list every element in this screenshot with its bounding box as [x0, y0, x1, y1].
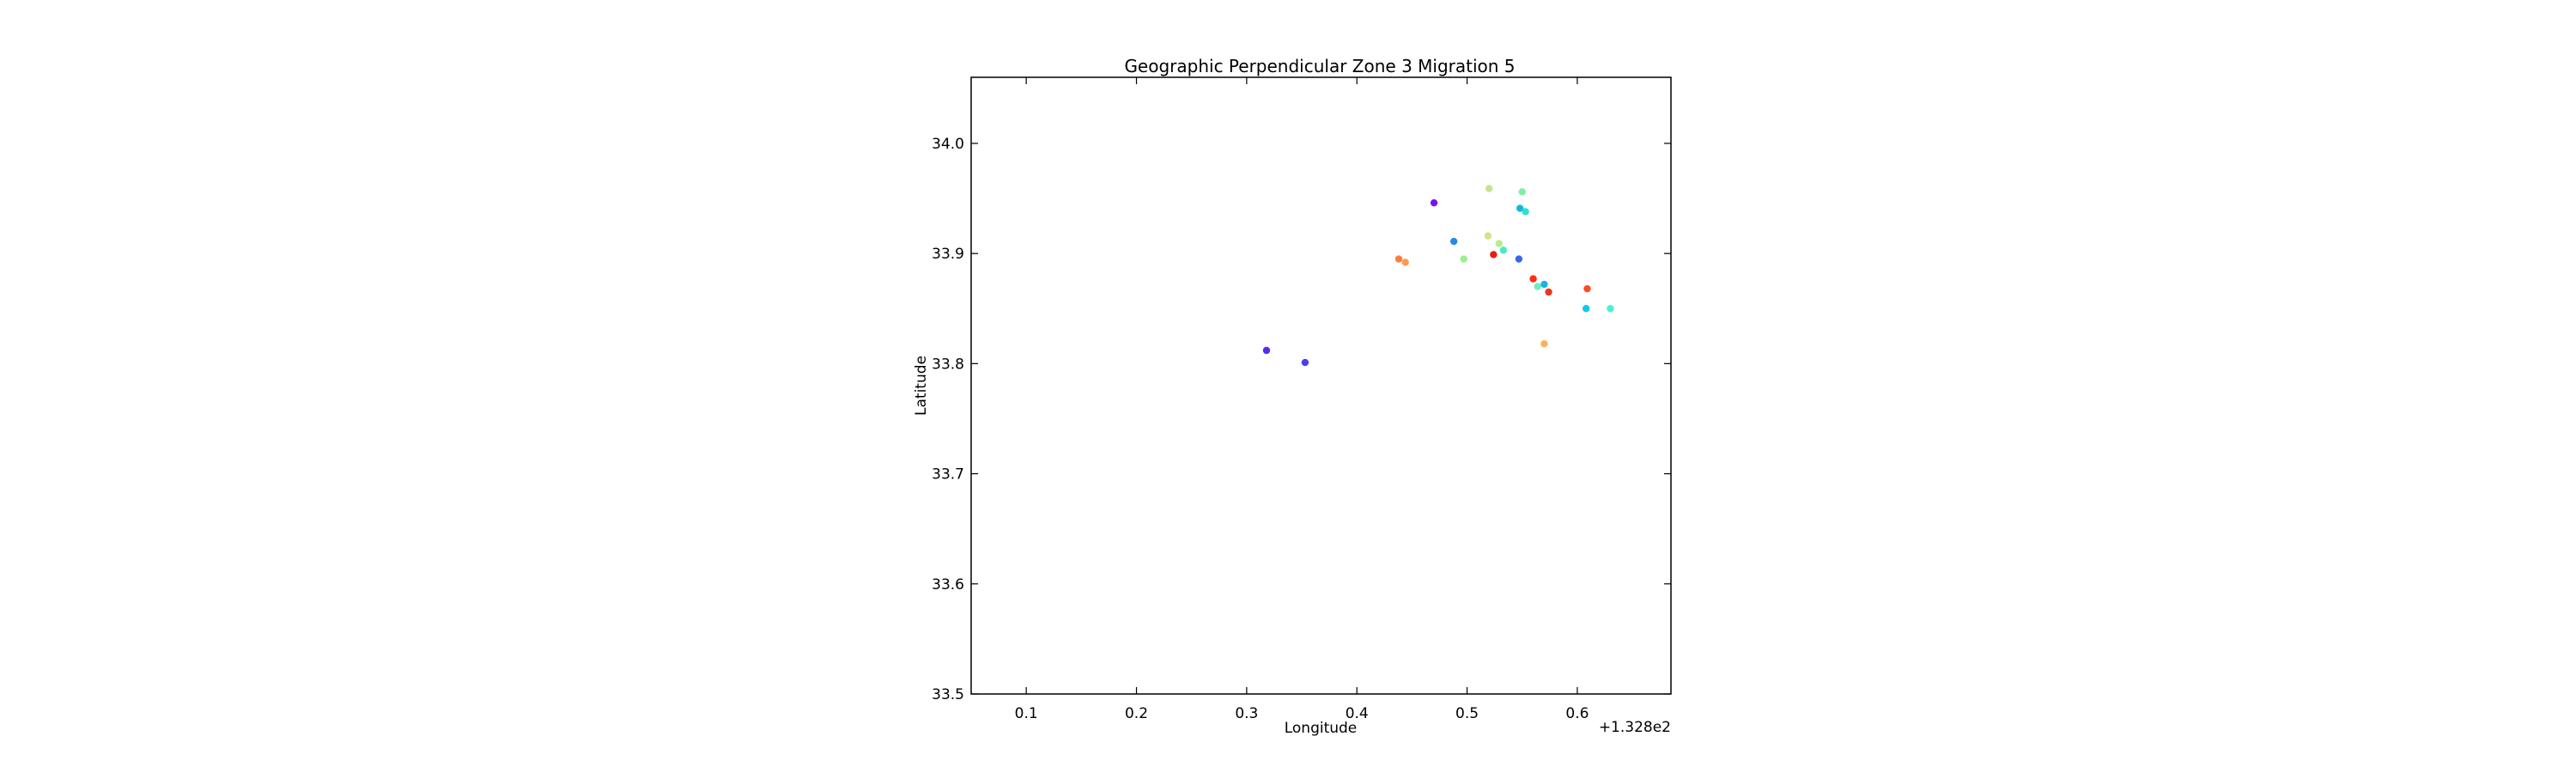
scatter-point [1430, 198, 1438, 207]
scatter-point [1484, 232, 1492, 240]
scatter-point [1516, 204, 1524, 212]
y-axis-title: Latitude [913, 356, 930, 416]
y-tick-label: 33.5 [932, 686, 964, 703]
x-axis-title: Longitude [1285, 720, 1358, 737]
scatter-point [1583, 284, 1591, 293]
scatter-point [1529, 275, 1537, 283]
scatter-point [1490, 251, 1498, 259]
scatter-point [1495, 240, 1503, 247]
data-points [1262, 185, 1614, 367]
x-tick-label: 0.6 [1565, 705, 1589, 722]
y-tick-label: 33.8 [932, 356, 964, 373]
scatter-point [1518, 188, 1526, 196]
y-tick-label: 34.0 [932, 136, 964, 153]
x-tick-label: 0.1 [1015, 705, 1038, 722]
y-tick-label: 33.6 [932, 576, 964, 593]
x-axis-offset-label: +1.328e2 [1599, 719, 1671, 736]
x-tick-label: 0.4 [1346, 705, 1369, 722]
chart-title: Geographic Perpendicular Zone 3 Migratio… [1124, 56, 1515, 76]
x-tick-label: 0.3 [1235, 705, 1258, 722]
scatter-point [1262, 346, 1271, 355]
y-tick-label: 33.7 [932, 466, 964, 484]
axis-ticks: 0.1 0.2 0.3 0.4 0.5 0.6 33.5 33.6 33.7 33.8 33.9 34… [932, 77, 1671, 722]
scatter-point [1485, 185, 1493, 192]
scatter-point [1515, 255, 1523, 263]
scatter-point [1449, 237, 1458, 246]
scatter-point [1522, 208, 1529, 216]
y-tick-label: 33.9 [932, 246, 964, 263]
scatter-point [1545, 288, 1552, 296]
scatter-point [1401, 259, 1409, 266]
scatter-point [1394, 255, 1403, 263]
scatter-point [1301, 358, 1309, 367]
x-tick-label: 0.5 [1455, 705, 1479, 722]
x-tick-label: 0.2 [1125, 705, 1148, 722]
scatter-point [1540, 340, 1548, 348]
scatter-point [1534, 283, 1541, 290]
scatter-point [1499, 247, 1508, 254]
scatter-point [1540, 280, 1548, 289]
plot-area [970, 76, 1672, 695]
scatter-point [1582, 305, 1590, 313]
scatter-point [1607, 305, 1614, 313]
scatter-point [1460, 255, 1467, 263]
